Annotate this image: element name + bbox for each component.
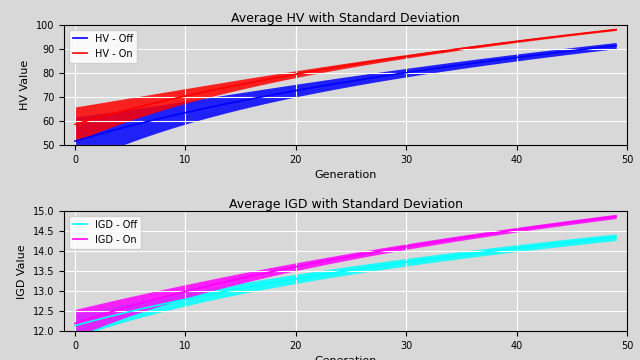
IGD - Off	[104, 315, 111, 319]
HV - On	[566, 33, 574, 37]
IGD - On	[612, 214, 620, 219]
X-axis label: Generation: Generation	[314, 356, 377, 360]
HV - On	[71, 122, 79, 126]
HV - On	[104, 113, 111, 117]
HV - Off	[93, 132, 100, 137]
HV - On	[93, 116, 100, 120]
HV - Off	[566, 49, 574, 53]
HV - On	[612, 27, 620, 32]
Legend: IGD - Off, IGD - On: IGD - Off, IGD - On	[69, 216, 141, 249]
HV - Off	[215, 103, 223, 108]
Title: Average IGD with Standard Deviation: Average IGD with Standard Deviation	[228, 198, 463, 211]
IGD - Off	[93, 318, 100, 322]
HV - Off	[585, 46, 593, 51]
HV - Off	[172, 113, 179, 117]
IGD - On	[93, 314, 100, 318]
HV - Off	[71, 139, 79, 143]
HV - On	[172, 96, 179, 100]
Line: HV - On: HV - On	[75, 30, 616, 124]
IGD - Off	[215, 291, 223, 295]
IGD - On	[585, 218, 593, 222]
IGD - On	[71, 321, 79, 325]
IGD - Off	[566, 240, 574, 244]
HV - Off	[104, 130, 111, 134]
HV - Off	[612, 44, 620, 48]
IGD - On	[172, 292, 179, 296]
IGD - On	[215, 281, 223, 285]
HV - On	[585, 31, 593, 35]
IGD - Off	[585, 238, 593, 242]
Line: IGD - Off: IGD - Off	[75, 237, 616, 326]
Y-axis label: HV Value: HV Value	[20, 60, 30, 110]
Line: HV - Off: HV - Off	[75, 46, 616, 141]
IGD - Off	[612, 235, 620, 239]
Legend: HV - Off, HV - On: HV - Off, HV - On	[69, 30, 137, 63]
Line: IGD - On: IGD - On	[75, 216, 616, 323]
IGD - Off	[71, 324, 79, 328]
Title: Average HV with Standard Deviation: Average HV with Standard Deviation	[231, 12, 460, 25]
X-axis label: Generation: Generation	[314, 171, 377, 180]
IGD - Off	[172, 299, 179, 303]
IGD - On	[566, 220, 574, 225]
HV - On	[215, 87, 223, 91]
IGD - On	[104, 311, 111, 315]
Y-axis label: IGD Value: IGD Value	[17, 244, 27, 298]
